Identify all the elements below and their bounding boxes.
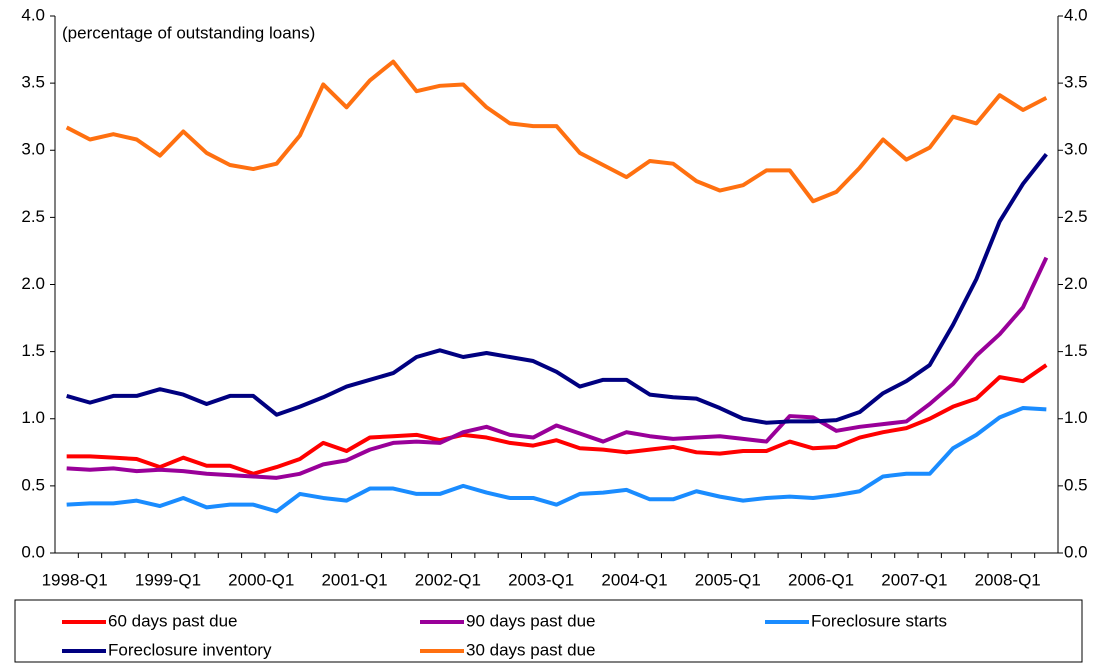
y-tick-label: 1.5 bbox=[21, 341, 45, 360]
series-line bbox=[66, 363, 1048, 476]
y2-tick-label: 2.5 bbox=[1064, 207, 1088, 226]
y-tick-label: 4.0 bbox=[21, 5, 45, 24]
x-tick-label: 2005-Q1 bbox=[695, 570, 761, 589]
legend-box bbox=[14, 599, 1083, 663]
series-line bbox=[66, 256, 1049, 480]
y-tick-label: 1.0 bbox=[21, 408, 45, 427]
x-tick-label: 2003-Q1 bbox=[508, 570, 574, 589]
y2-tick-label: 1.5 bbox=[1064, 341, 1088, 360]
y2-tick-label: 1.0 bbox=[1064, 408, 1088, 427]
legend-label: Foreclosure starts bbox=[811, 611, 947, 630]
x-tick-label: 1998-Q1 bbox=[42, 570, 108, 589]
x-tick-label: 2001-Q1 bbox=[321, 570, 387, 589]
x-tick-label: 2000-Q1 bbox=[228, 570, 294, 589]
y2-tick-label: 3.5 bbox=[1064, 73, 1088, 92]
x-tick-label: 2002-Q1 bbox=[415, 570, 481, 589]
y2-tick-label: 0.5 bbox=[1064, 475, 1088, 494]
x-tick-label: 2006-Q1 bbox=[788, 570, 854, 589]
y2-tick-label: 3.0 bbox=[1064, 140, 1088, 159]
series-line bbox=[65, 59, 1048, 204]
series-line bbox=[66, 153, 1048, 425]
legend-label: 90 days past due bbox=[466, 611, 595, 630]
legend-label: 30 days past due bbox=[466, 640, 595, 659]
x-tick-label: 1999-Q1 bbox=[135, 570, 201, 589]
y-tick-label: 2.0 bbox=[21, 274, 45, 293]
legend-label: Foreclosure inventory bbox=[108, 640, 272, 659]
y2-tick-label: 0.0 bbox=[1064, 542, 1088, 561]
y-tick-label: 3.5 bbox=[21, 73, 45, 92]
y2-tick-label: 2.0 bbox=[1064, 274, 1088, 293]
legend-label: 60 days past due bbox=[108, 611, 237, 630]
y-tick-label: 0.0 bbox=[21, 542, 45, 561]
x-tick-label: 2007-Q1 bbox=[881, 570, 947, 589]
series-line bbox=[66, 406, 1047, 514]
x-tick-label: 2008-Q1 bbox=[975, 570, 1041, 589]
y-tick-label: 3.0 bbox=[21, 140, 45, 159]
y-tick-label: 2.5 bbox=[21, 207, 45, 226]
y-tick-label: 0.5 bbox=[21, 475, 45, 494]
y2-tick-label: 4.0 bbox=[1064, 5, 1088, 24]
x-tick-label: 2004-Q1 bbox=[601, 570, 667, 589]
annotation: (percentage of outstanding loans) bbox=[62, 23, 315, 42]
